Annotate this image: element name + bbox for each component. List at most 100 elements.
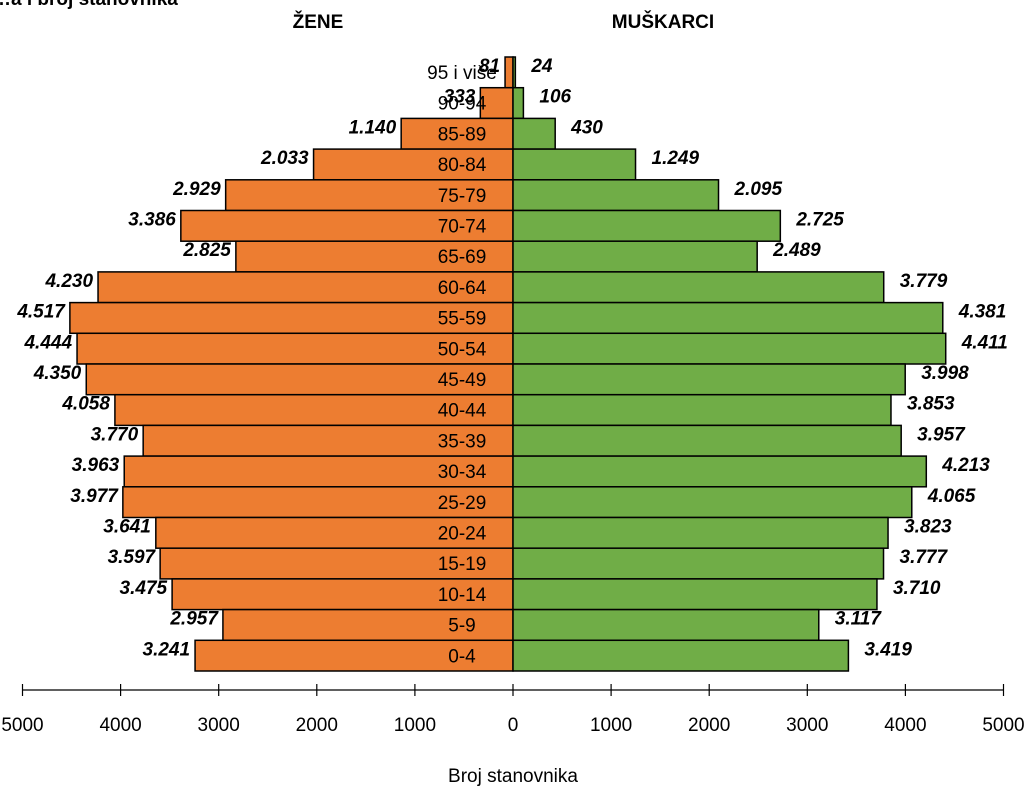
x-tick-label: 2000 — [688, 715, 730, 736]
men-value-label: 106 — [539, 87, 571, 108]
age-group-label: 10-14 — [438, 585, 487, 606]
men-value-label: 3.998 — [921, 363, 969, 384]
women-value-label: 3.770 — [91, 424, 139, 445]
men-value-label: 24 — [530, 56, 553, 77]
age-group-label: 65-69 — [438, 247, 487, 268]
men-value-label: 3.117 — [835, 609, 883, 630]
bar-women-65-69 — [235, 240, 514, 273]
bar-men-25-29 — [512, 486, 913, 519]
x-tick-label: 1000 — [590, 715, 632, 736]
bar-men-35-39 — [512, 424, 902, 457]
bar-men-55-59 — [512, 301, 944, 335]
women-value-label: 4.350 — [33, 363, 82, 384]
bar-men-90-94 — [512, 86, 525, 120]
men-value-label: 2.095 — [734, 179, 783, 200]
men-value-label: 3.777 — [900, 547, 949, 568]
bar-men-75-79 — [512, 179, 720, 212]
women-value-label: 2.957 — [169, 609, 219, 630]
x-tick-label: 5000 — [1, 715, 43, 736]
men-value-label: 430 — [570, 117, 603, 138]
bar-women-15-19 — [159, 547, 514, 580]
bar-women-45-49 — [85, 363, 514, 396]
bar-women-10-14 — [171, 578, 514, 611]
age-group-label: 40-44 — [438, 401, 487, 422]
x-axis: 5000 4000 3000 2000 1000 0 1000 2000 3000 4000 500… — [1, 684, 1025, 736]
men-value-label: 4.065 — [927, 486, 976, 507]
women-value-label: 4.517 — [16, 302, 66, 323]
men-value-label: 3.710 — [893, 578, 941, 599]
women-value-label: 2.929 — [172, 179, 221, 200]
women-value-label: 4.058 — [61, 394, 110, 415]
men-value-label: 3.419 — [864, 639, 912, 660]
women-value-label: 1.140 — [349, 117, 397, 138]
bar-women-0-4 — [194, 639, 514, 672]
men-value-label: 2.725 — [795, 210, 844, 231]
bar-men-40-44 — [512, 393, 892, 427]
x-tick-label: 0 — [508, 715, 519, 736]
men-value-label: 4.381 — [958, 302, 1007, 323]
women-value-label: 3.977 — [70, 486, 119, 507]
bar-men-45-49 — [512, 363, 906, 396]
men-side-title: MUŠKARCI — [612, 11, 714, 33]
bar-men-5-9 — [512, 608, 820, 642]
age-group-label: 60-64 — [438, 278, 487, 299]
age-group-label: 80-84 — [438, 155, 487, 176]
age-group-label: 35-39 — [438, 431, 487, 452]
bar-women-35-39 — [142, 424, 514, 457]
age-group-label: 0-4 — [448, 646, 476, 667]
x-tick-label: 1000 — [394, 715, 436, 736]
bar-women-95-i-više — [504, 56, 514, 89]
bars-group — [69, 56, 947, 672]
x-tick-label: 3000 — [198, 715, 240, 736]
age-group-label: 20-24 — [438, 524, 487, 545]
age-group-label: 15-19 — [438, 554, 487, 575]
bar-men-10-14 — [512, 578, 878, 611]
bar-men-70-74 — [512, 209, 782, 242]
women-value-label: 3.475 — [120, 578, 168, 599]
women-value-label: 3.963 — [72, 455, 120, 476]
bar-men-95-i-više — [512, 56, 517, 89]
women-value-label: 3.241 — [143, 639, 191, 660]
men-value-label: 3.779 — [900, 271, 948, 292]
men-value-label: 2.489 — [772, 240, 821, 261]
bar-men-80-84 — [512, 148, 637, 181]
men-value-label: 4.411 — [961, 332, 1008, 353]
bar-men-15-19 — [512, 547, 885, 580]
age-group-label: 45-49 — [438, 370, 487, 391]
women-value-label: 4.444 — [23, 332, 72, 353]
x-tick-label: 4000 — [99, 715, 141, 736]
bar-women-85-89 — [400, 117, 514, 150]
age-group-label: 70-74 — [438, 217, 487, 238]
bar-men-20-24 — [512, 516, 889, 549]
women-value-label: 333 — [444, 87, 476, 108]
bar-women-25-29 — [122, 486, 514, 519]
age-group-label: 90-94 — [438, 94, 487, 115]
age-group-label: 50-54 — [438, 339, 487, 360]
age-group-label: 85-89 — [438, 124, 487, 145]
age-group-label: 30-34 — [438, 462, 487, 483]
bar-men-65-69 — [512, 240, 758, 273]
women-value-label: 3.597 — [108, 547, 157, 568]
bar-women-5-9 — [222, 608, 514, 642]
bar-men-85-89 — [512, 117, 556, 150]
bar-men-0-4 — [512, 639, 850, 672]
women-side-title: ŽENE — [293, 11, 344, 33]
x-tick-label: 2000 — [296, 715, 338, 736]
women-value-label: 3.386 — [128, 210, 176, 231]
men-value-label: 4.213 — [941, 455, 990, 476]
x-tick-label: 3000 — [786, 715, 828, 736]
age-group-label: 75-79 — [438, 186, 487, 207]
age-group-label: 25-29 — [438, 493, 487, 514]
women-value-label: 2.825 — [182, 240, 231, 261]
men-value-label: 3.823 — [904, 517, 952, 538]
age-group-label: 95 i više — [427, 63, 497, 84]
age-group-label: 55-59 — [438, 309, 487, 330]
bar-men-50-54 — [512, 332, 947, 365]
x-axis-title: Broj stanovnika — [448, 766, 578, 787]
bar-men-30-34 — [512, 455, 928, 488]
women-value-label: 81 — [479, 56, 500, 77]
men-value-label: 3.853 — [907, 394, 955, 415]
bar-men-60-64 — [512, 271, 885, 304]
